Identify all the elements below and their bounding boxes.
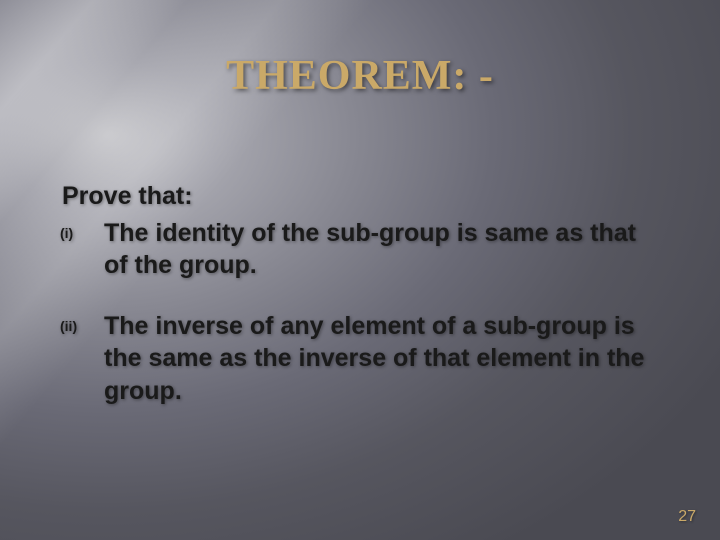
list-marker: (ii) (60, 310, 104, 335)
page-number: 27 (678, 508, 696, 526)
prove-label: Prove that: (62, 180, 660, 213)
list-item: (i) The identity of the sub-group is sam… (60, 217, 660, 282)
slide-title: THEOREM: - (0, 52, 720, 100)
slide-body: Prove that: (i) The identity of the sub-… (60, 180, 660, 435)
slide: THEOREM: - Prove that: (i) The identity … (0, 0, 720, 540)
list-item-text: The inverse of any element of a sub-grou… (104, 310, 660, 408)
list-item-text: The identity of the sub-group is same as… (104, 217, 660, 282)
list-item: (ii) The inverse of any element of a sub… (60, 310, 660, 408)
list-marker: (i) (60, 217, 104, 242)
